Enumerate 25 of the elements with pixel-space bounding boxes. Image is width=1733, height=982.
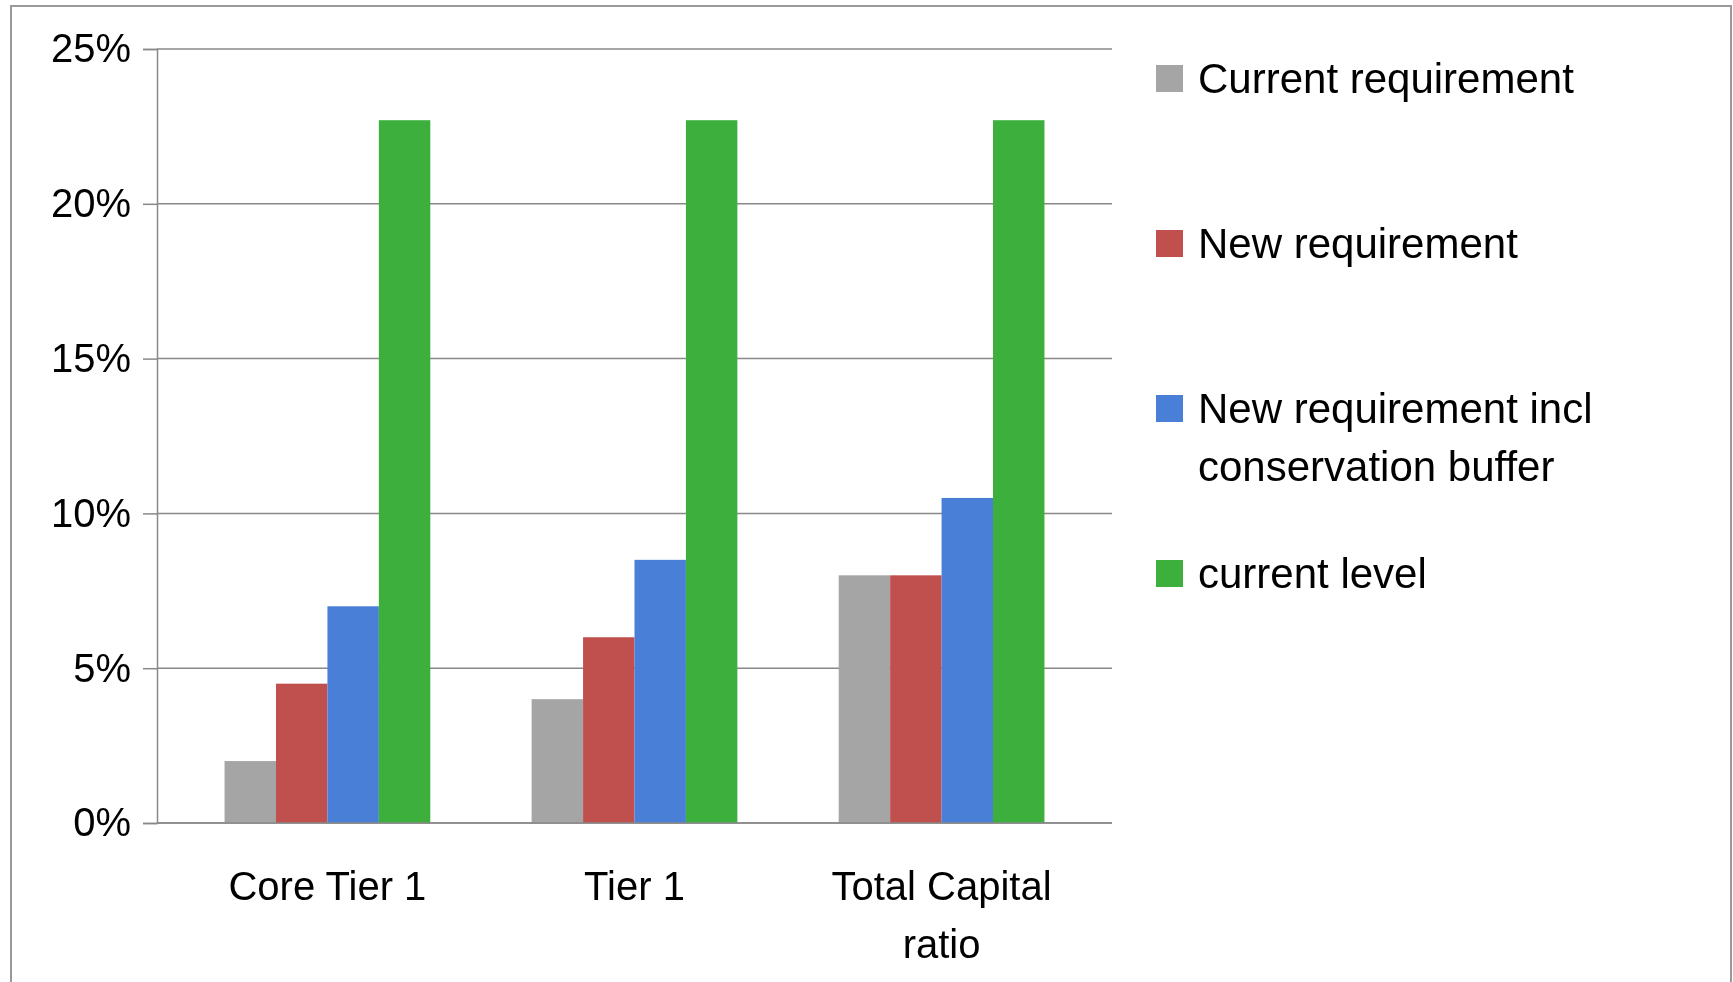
y-tick-label: 20%	[50, 181, 131, 226]
bar	[838, 575, 891, 823]
x-tick-label: Core Tier 1	[228, 864, 427, 908]
bar	[890, 575, 942, 823]
bar	[378, 120, 431, 823]
bar	[634, 559, 686, 823]
y-tick-label: 15%	[50, 335, 131, 380]
bar	[327, 606, 379, 823]
y-tick-label: 25%	[50, 26, 131, 71]
bar	[224, 761, 276, 823]
legend-label: New requirement	[1198, 220, 1519, 267]
legend-label: Current requirement	[1198, 55, 1575, 102]
y-tick-label: 5%	[73, 645, 131, 690]
y-tick-label: 10%	[50, 490, 131, 535]
x-tick-label: Tier 1	[584, 864, 685, 908]
bar	[941, 497, 994, 823]
legend-label: New requirement incl conservation buffer	[1198, 385, 1593, 490]
bar	[685, 120, 738, 823]
bar	[583, 637, 635, 823]
legend-label: current level	[1198, 550, 1427, 597]
bar	[993, 120, 1045, 823]
bar	[531, 699, 584, 823]
bar	[275, 683, 328, 823]
y-tick-label: 0%	[73, 800, 131, 845]
x-tick-label: Total Capital ratio	[831, 864, 1052, 966]
